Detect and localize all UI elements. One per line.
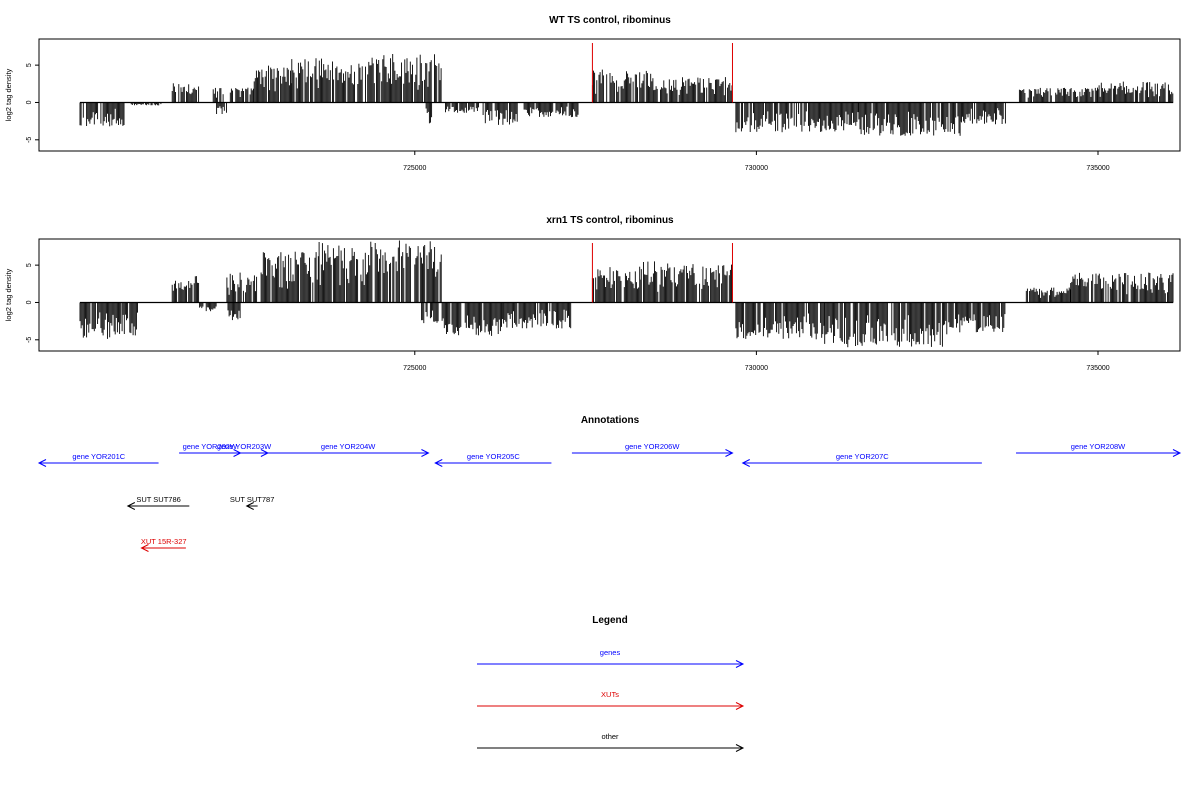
legend-items: genes XUTs other xyxy=(477,648,745,752)
feature-label: SUT SUT787 xyxy=(230,495,274,504)
feature-label: gene YOR206W xyxy=(625,442,680,451)
x-tick-label: 725000 xyxy=(403,165,426,172)
y-tick-label: 0 xyxy=(26,100,33,104)
legend-item: genes xyxy=(477,648,745,668)
arrow-head xyxy=(260,449,270,457)
arrow-head xyxy=(126,502,136,510)
wt-markers xyxy=(591,43,733,103)
wt-axes: 5 0 -5 725000 730000 735000 xyxy=(26,63,1110,172)
legend-label: genes xyxy=(600,648,621,657)
xrn1-y-axis-label: log2 tag density xyxy=(4,268,13,321)
feature-label: gene YOR204W xyxy=(321,442,376,451)
arrow-head xyxy=(1172,449,1182,457)
x-tick-label: 735000 xyxy=(1086,165,1109,172)
legend-item: other xyxy=(477,732,745,752)
y-tick-label: -5 xyxy=(26,137,33,143)
legend-title: Legend xyxy=(592,615,628,626)
x-tick-label: 730000 xyxy=(745,165,768,172)
x-tick-label: 735000 xyxy=(1086,365,1109,372)
annotation-feature: gene YOR206W xyxy=(571,442,734,457)
annotation-feature: gene YOR205C xyxy=(434,452,552,467)
annotations-title: Annotations xyxy=(581,415,640,426)
feature-label: SUT SUT786 xyxy=(136,495,180,504)
arrow-head xyxy=(735,702,745,710)
xrn1-axes: 5 0 -5 725000 730000 735000 xyxy=(26,263,1110,372)
feature-label: gene YOR202W xyxy=(183,442,238,451)
feature-label: gene YOR207C xyxy=(836,452,889,461)
wt-plot-frame xyxy=(38,38,1181,152)
legend: Legend genes XUTs other xyxy=(477,615,745,752)
xrn1-plot-frame xyxy=(38,238,1181,352)
x-tick-label: 725000 xyxy=(403,365,426,372)
legend-label: XUTs xyxy=(601,690,619,699)
x-tick-label: 730000 xyxy=(745,365,768,372)
annotation-feature: gene YOR203W xyxy=(217,442,272,457)
legend-item: XUTs xyxy=(477,690,745,710)
xrn1-panel-title: xrn1 TS control, ribominus xyxy=(546,215,674,226)
arrow-head xyxy=(725,449,734,457)
annotation-feature: SUT SUT786 xyxy=(126,495,190,510)
xrn1-bars xyxy=(79,240,1174,348)
wt-y-axis-label: log2 tag density xyxy=(4,68,13,121)
arrow-head xyxy=(735,660,745,668)
legend-label: other xyxy=(601,732,619,741)
arrow-head xyxy=(245,502,254,510)
feature-label: gene YOR208W xyxy=(1071,442,1126,451)
wt-panel-title: WT TS control, ribominus xyxy=(549,15,671,26)
arrow-head xyxy=(434,459,443,467)
wt-bars xyxy=(79,54,1174,136)
y-tick-label: 5 xyxy=(26,63,33,67)
annotation-feature: gene YOR208W xyxy=(1016,442,1182,457)
feature-label: gene YOR205C xyxy=(467,452,520,461)
feature-label: gene YOR201C xyxy=(72,452,125,461)
xrn1-markers xyxy=(591,243,733,303)
y-tick-label: -5 xyxy=(26,337,33,343)
y-tick-label: 5 xyxy=(26,263,33,267)
arrow-head xyxy=(140,544,149,552)
annotation-feature: XUT 15R-327 xyxy=(140,537,187,552)
arrow-head xyxy=(735,744,745,752)
wt-coverage-panel: WT TS control, ribominus log2 tag densit… xyxy=(4,15,1181,172)
arrow-head xyxy=(421,449,430,457)
y-tick-label: 0 xyxy=(26,300,33,304)
xrn1-coverage-panel: xrn1 TS control, ribominus log2 tag dens… xyxy=(4,215,1181,372)
annotation-feature: SUT SUT787 xyxy=(230,495,274,510)
arrow-head xyxy=(741,459,750,467)
annotation-feature: gene YOR204W xyxy=(267,442,430,457)
feature-label: gene YOR203W xyxy=(217,442,272,451)
annotation-feature: gene YOR201C xyxy=(37,452,159,467)
feature-label: XUT 15R-327 xyxy=(141,537,187,546)
arrow-head xyxy=(37,459,47,467)
annotation-feature: gene YOR207C xyxy=(741,452,982,467)
